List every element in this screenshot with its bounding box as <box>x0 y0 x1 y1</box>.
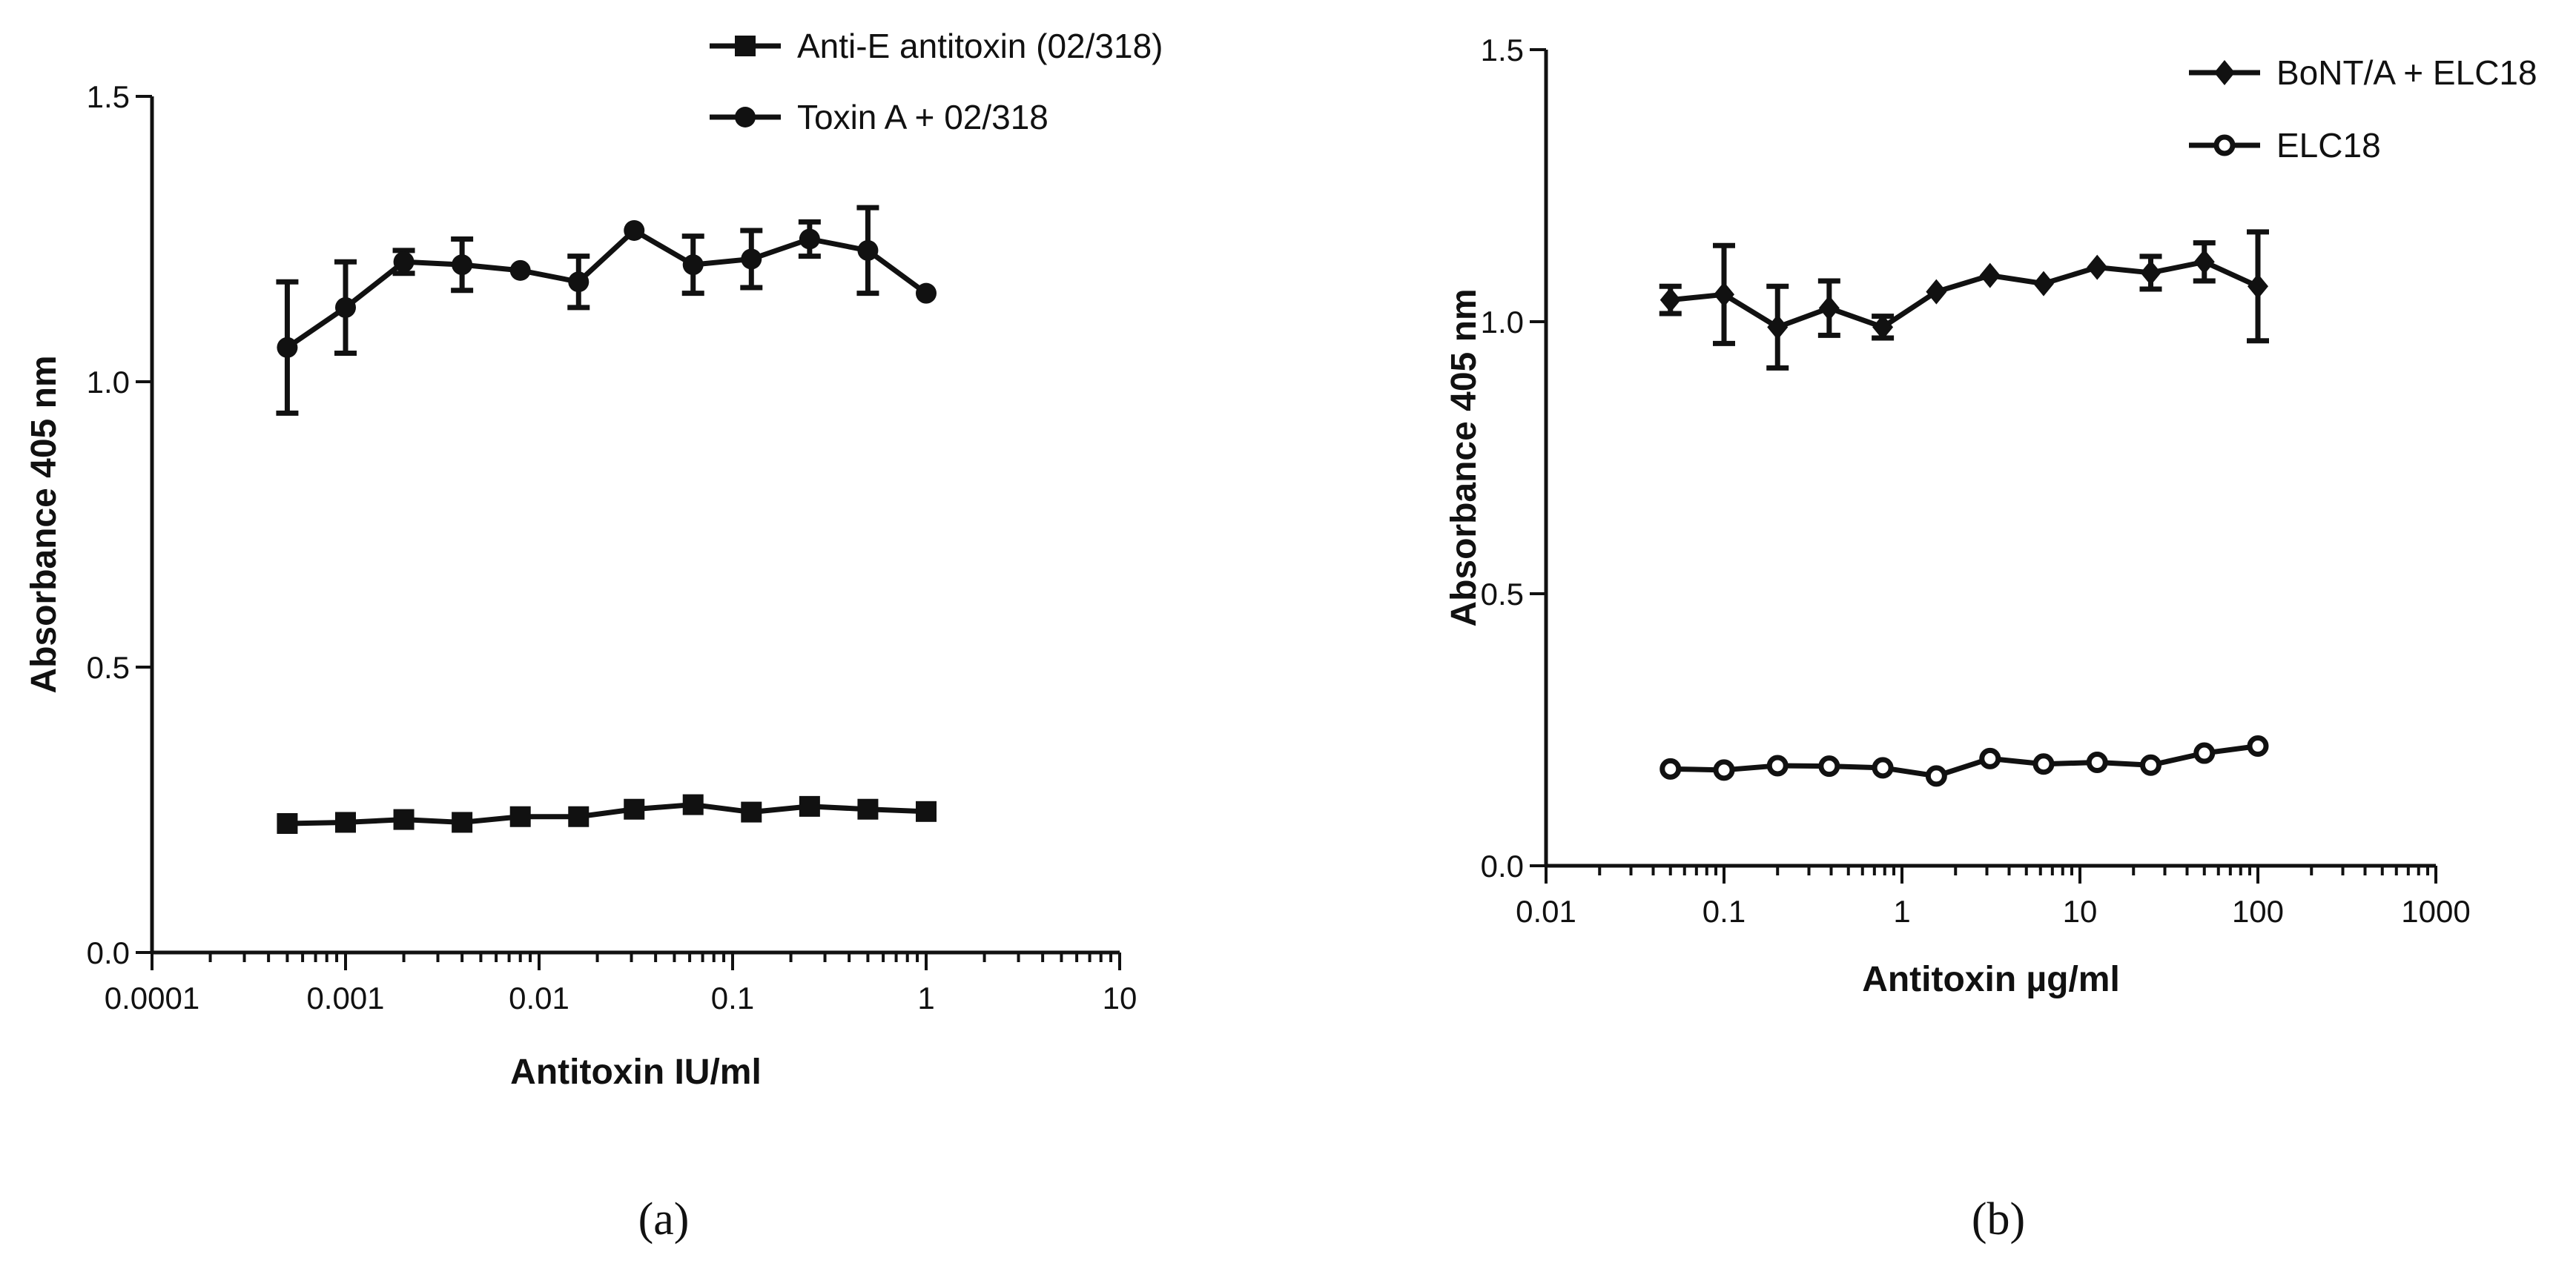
data-point <box>799 228 820 250</box>
data-point <box>568 806 589 827</box>
data-point <box>682 254 704 276</box>
legend-marker <box>735 36 756 56</box>
series-1 <box>1659 229 2269 371</box>
data-point <box>624 219 645 241</box>
y-tick-label: 0.0 <box>1481 849 1524 884</box>
x-axis-title: Antitoxin µg/ml <box>1862 960 2120 999</box>
data-point <box>916 282 937 304</box>
series-2 <box>276 205 937 416</box>
data-point <box>682 794 704 815</box>
data-point <box>2140 259 2161 285</box>
x-tick-label: 0.01 <box>1516 894 1576 929</box>
data-point <box>2247 735 2269 758</box>
data-point <box>1767 314 1789 340</box>
x-tick-label: 10 <box>2063 894 2098 929</box>
y-axis-title: Absorbance 405 nm <box>1444 288 1484 626</box>
data-point <box>2086 752 2108 774</box>
data-point <box>1979 747 2001 769</box>
data-point <box>509 806 531 827</box>
data-point <box>1818 755 1840 778</box>
data-point <box>452 254 473 276</box>
x-tick-label: 0.0001 <box>105 981 199 1015</box>
data-point <box>335 296 356 318</box>
series-line <box>285 228 928 350</box>
x-axis-title: Antitoxin IU/ml <box>510 1053 762 1092</box>
series-line <box>1670 743 2259 779</box>
data-point <box>1979 262 2001 288</box>
data-point <box>1872 757 1894 779</box>
chart-panel-1: 0.0 0.5 1.0 1.5 0.0001 0.001 0.01 0.1 1 10 Antitox… <box>24 27 1163 1245</box>
data-point <box>393 809 415 830</box>
legend-label: BoNT/A + ELC18 <box>2276 53 2537 92</box>
data-point <box>2032 753 2055 775</box>
legend-entry: Toxin A + 02/318 <box>710 98 1048 136</box>
legend-marker <box>735 107 756 127</box>
data-point <box>1925 765 1947 787</box>
x-tick-label: 0.001 <box>306 981 384 1015</box>
x-tick-label: 100 <box>2232 894 2284 929</box>
data-point <box>2087 254 2108 280</box>
data-point <box>1926 279 1947 305</box>
legend-entry: ELC18 <box>2189 126 2381 165</box>
legend-label: Toxin A + 02/318 <box>797 98 1048 136</box>
x-tick-label: 10 <box>1103 981 1137 1015</box>
data-point <box>568 271 589 293</box>
x-tick-label: 0.1 <box>711 981 754 1015</box>
data-point <box>741 801 762 823</box>
data-point <box>452 812 473 833</box>
x-tick-label: 1000 <box>2401 894 2470 929</box>
data-point <box>2193 249 2215 275</box>
data-point <box>509 259 531 281</box>
data-point <box>1659 758 1682 780</box>
series-line <box>287 802 927 826</box>
y-tick-label: 0.5 <box>1481 577 1524 612</box>
legend-entry: Anti-E antitoxin (02/318) <box>710 27 1163 65</box>
data-point <box>335 812 356 833</box>
data-point <box>393 251 415 273</box>
y-tick-label: 1.5 <box>87 79 130 114</box>
data-point <box>1818 295 1840 321</box>
data-point <box>741 248 762 270</box>
y-tick-label: 0.0 <box>87 935 130 970</box>
y-axis-title: Absorbance 405 nm <box>24 355 64 693</box>
x-tick-label: 1 <box>917 981 934 1015</box>
data-point <box>2193 742 2216 764</box>
panel-label: (b) <box>1972 1194 2025 1245</box>
data-point <box>277 337 298 358</box>
data-point <box>916 801 937 822</box>
data-point <box>1872 314 1894 340</box>
series-1 <box>277 794 937 834</box>
legend-marker <box>2214 60 2235 85</box>
x-tick-label: 0.01 <box>509 981 569 1015</box>
data-point <box>1659 287 1681 313</box>
y-tick-label: 1.5 <box>1481 33 1524 67</box>
data-point <box>1766 755 1789 777</box>
data-point <box>624 798 645 820</box>
legend-entry: BoNT/A + ELC18 <box>2189 53 2537 92</box>
legend-label: Anti-E antitoxin (02/318) <box>797 27 1163 65</box>
y-tick-label: 0.5 <box>87 650 130 685</box>
legend-label: ELC18 <box>2276 126 2381 165</box>
data-point <box>2033 271 2055 296</box>
data-point <box>1713 759 1735 781</box>
data-point <box>857 239 879 261</box>
x-tick-label: 1 <box>1893 894 1910 929</box>
data-point <box>2140 754 2162 776</box>
data-point <box>277 812 298 834</box>
series-2 <box>1659 735 2269 787</box>
data-point <box>1714 282 1734 308</box>
data-point <box>799 795 820 817</box>
series-line <box>1670 259 2259 330</box>
legend-marker <box>2213 134 2236 156</box>
data-point <box>2248 274 2268 299</box>
data-point <box>857 798 879 820</box>
y-tick-label: 1.0 <box>87 365 130 400</box>
x-tick-label: 0.1 <box>1703 894 1746 929</box>
y-tick-label: 1.0 <box>1481 305 1524 339</box>
chart-panel-2: 0.0 0.5 1.0 1.5 0.01 0.1 1 10 100 1000 Antitoxin µ… <box>1444 33 2537 1245</box>
panel-label: (a) <box>638 1194 690 1245</box>
